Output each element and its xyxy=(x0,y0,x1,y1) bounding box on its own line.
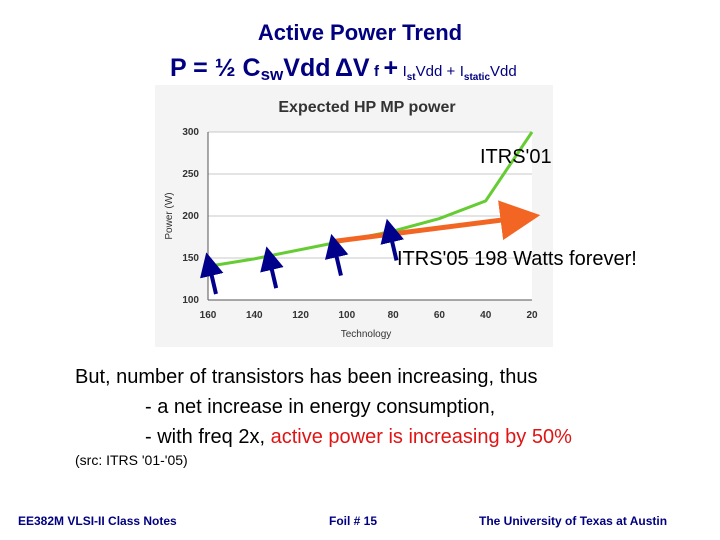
body-line-1: But, number of transistors has been incr… xyxy=(75,366,538,388)
formula-istatic-sub: static xyxy=(463,72,491,83)
blue-arrow-mark xyxy=(325,233,349,276)
chart-grid xyxy=(207,131,532,301)
formula-p-c: P = ½ C xyxy=(170,54,261,82)
power-formula: P = ½ CswVdd ΔV f + IstVdd + IstaticVdd xyxy=(170,54,517,85)
y-tick-label: 100 xyxy=(182,295,199,306)
y-axis-ticks: 100 150 200 250 300 xyxy=(182,127,199,306)
formula-istatic-rest: Vdd xyxy=(490,63,517,80)
chart-title: Expected HP MP power xyxy=(278,99,455,116)
annotation-itrs05: ITRS'05 198 Watts forever! xyxy=(397,248,637,270)
x-tick-label: 160 xyxy=(200,310,217,321)
formula-ist-sub: st xyxy=(406,72,416,83)
formula-plus: + xyxy=(383,54,399,82)
formula-vdd: Vdd xyxy=(283,54,331,82)
blue-arrow-marks xyxy=(200,218,404,295)
formula-istatic: I xyxy=(459,63,464,80)
x-tick-label: 120 xyxy=(292,310,309,321)
formula-delta-v: ΔV xyxy=(334,54,370,82)
x-axis-label: Technology xyxy=(341,329,392,340)
footer-university: The University of Texas at Austin xyxy=(479,514,668,528)
blue-arrow-mark xyxy=(260,246,284,289)
y-tick-label: 300 xyxy=(182,127,199,138)
x-tick-label: 20 xyxy=(526,310,538,321)
y-tick-label: 250 xyxy=(182,169,199,180)
footer-foil-number: Foil # 15 xyxy=(329,514,378,528)
x-tick-label: 40 xyxy=(480,310,492,321)
source-note: (src: ITRS '01-'05) xyxy=(75,452,188,468)
annotation-itrs01: ITRS'01 xyxy=(480,146,552,168)
x-tick-label: 60 xyxy=(434,310,446,321)
body-line-3-prefix: - with freq 2x, xyxy=(145,426,271,448)
y-tick-label: 150 xyxy=(182,253,199,264)
body-line-3: - with freq 2x, active power is increasi… xyxy=(145,426,572,449)
blue-arrow-mark xyxy=(380,218,404,261)
blue-arrow-mark xyxy=(200,252,224,295)
series-itrs05-arrow xyxy=(334,200,541,244)
y-tick-label: 200 xyxy=(182,211,199,222)
x-tick-label: 140 xyxy=(246,310,263,321)
slide-title: Active Power Trend xyxy=(257,20,463,45)
formula-ist: I xyxy=(402,63,407,80)
formula-ist-rest: Vdd + xyxy=(415,63,456,80)
formula-sw: sw xyxy=(260,65,284,84)
footer-course: EE382M VLSI-II Class Notes xyxy=(18,514,177,528)
y-axis-label: Power (W) xyxy=(164,192,175,239)
x-tick-label: 80 xyxy=(388,310,400,321)
body-line-3-highlight: active power is increasing by 50% xyxy=(270,426,572,448)
x-axis-ticks: 160 140 120 100 80 60 40 20 xyxy=(200,310,538,321)
x-tick-label: 100 xyxy=(339,310,356,321)
body-line-2: - a net increase in energy consumption, xyxy=(145,396,496,418)
formula-f: f xyxy=(374,63,380,80)
